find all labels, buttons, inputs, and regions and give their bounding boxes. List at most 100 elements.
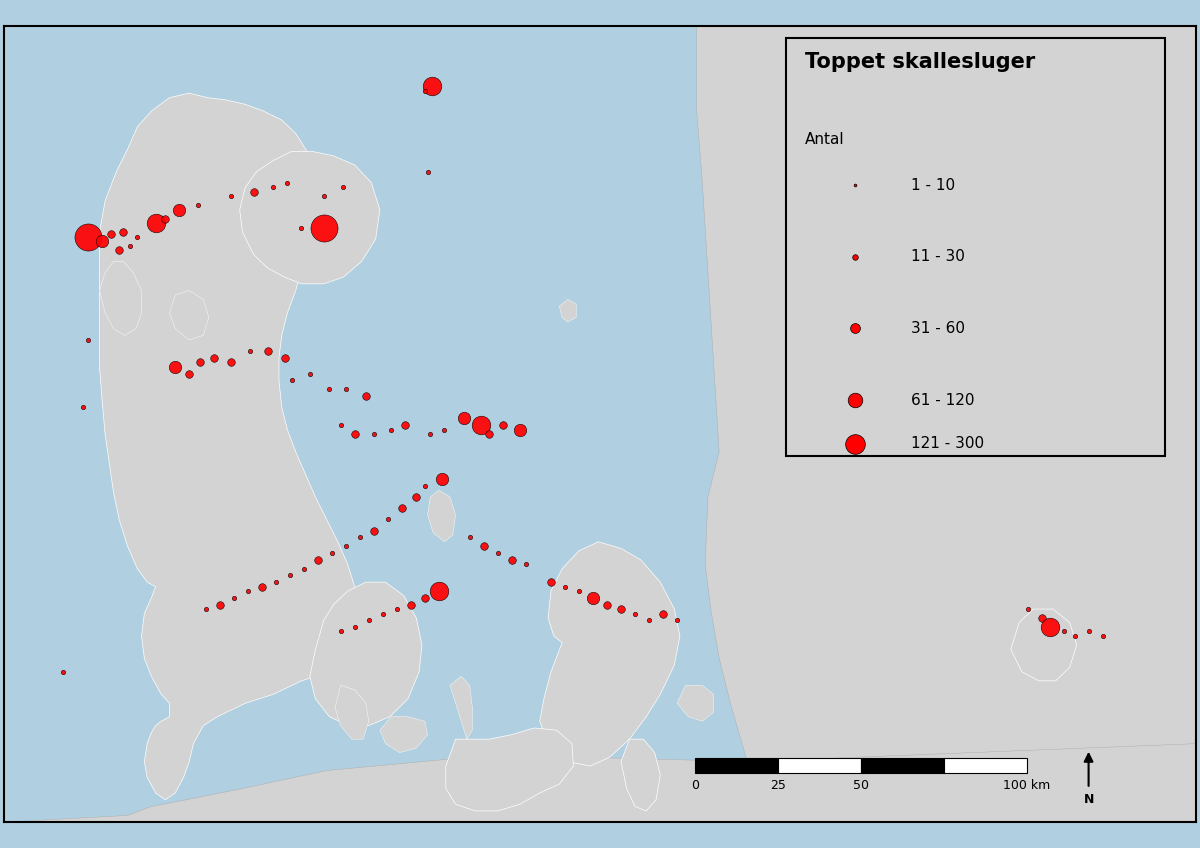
Point — [392, 501, 412, 515]
Bar — [778, 758, 860, 773]
Polygon shape — [622, 739, 660, 811]
Point — [222, 355, 241, 369]
Point — [493, 418, 512, 432]
Point — [418, 165, 437, 178]
Point — [114, 226, 133, 239]
Polygon shape — [310, 582, 422, 726]
Point — [460, 531, 479, 544]
Point — [314, 190, 334, 204]
Point — [320, 382, 340, 396]
Point — [156, 212, 175, 226]
Point — [365, 427, 384, 441]
Polygon shape — [427, 490, 456, 542]
Text: 11 - 30: 11 - 30 — [911, 249, 965, 265]
Point — [640, 613, 659, 627]
Point — [346, 620, 365, 633]
Point — [331, 625, 350, 639]
Point — [1055, 625, 1074, 639]
Point — [264, 181, 283, 194]
Polygon shape — [450, 677, 473, 739]
Polygon shape — [335, 685, 368, 739]
Text: 121 - 300: 121 - 300 — [911, 437, 984, 451]
Text: 0: 0 — [691, 779, 700, 792]
Bar — [943, 758, 1027, 773]
Point — [516, 557, 535, 571]
Point — [224, 591, 244, 605]
Point — [191, 355, 210, 369]
Text: 61 - 120: 61 - 120 — [911, 393, 974, 408]
Point — [415, 84, 434, 98]
Point — [667, 613, 686, 627]
Point — [612, 602, 631, 616]
Point — [350, 531, 370, 544]
Point — [146, 216, 166, 230]
Point — [266, 575, 286, 589]
Point — [244, 185, 263, 198]
Point — [277, 176, 296, 190]
Point — [294, 562, 313, 576]
Point — [1032, 611, 1051, 625]
Point — [331, 418, 350, 432]
Point — [101, 227, 120, 241]
Point — [346, 427, 365, 441]
Point — [127, 230, 146, 243]
Point — [239, 584, 258, 598]
Point — [474, 539, 493, 553]
Point — [598, 598, 617, 611]
Polygon shape — [1010, 609, 1076, 681]
Point — [396, 418, 415, 432]
Point — [1066, 629, 1085, 643]
Point — [170, 203, 190, 216]
Point — [654, 607, 673, 621]
Polygon shape — [240, 152, 380, 284]
Bar — [860, 758, 943, 773]
Point — [73, 400, 92, 414]
Point — [510, 423, 529, 437]
Point — [79, 333, 98, 347]
Point — [109, 243, 128, 257]
Point — [480, 427, 499, 441]
Point — [401, 598, 420, 611]
Point — [308, 553, 328, 566]
Polygon shape — [677, 685, 714, 721]
Point — [337, 382, 356, 396]
Point — [502, 553, 521, 566]
Text: 25: 25 — [770, 779, 786, 792]
Point — [365, 524, 384, 538]
Point — [430, 584, 449, 598]
Point — [356, 389, 376, 403]
Text: 50: 50 — [853, 779, 869, 792]
Polygon shape — [169, 291, 209, 340]
Text: N: N — [1084, 793, 1093, 806]
Point — [166, 360, 185, 374]
Point — [569, 584, 588, 598]
Point — [421, 427, 440, 441]
Point — [292, 221, 311, 235]
Bar — [786, 38, 1165, 456]
Polygon shape — [559, 299, 576, 322]
Point — [323, 546, 342, 560]
Point — [314, 221, 334, 235]
Point — [54, 665, 73, 678]
Point — [625, 607, 644, 621]
Point — [121, 239, 140, 253]
Polygon shape — [100, 93, 361, 800]
Point — [334, 181, 353, 194]
Text: 100 km: 100 km — [1003, 779, 1050, 792]
Point — [359, 613, 378, 627]
Polygon shape — [4, 744, 1196, 823]
Point — [258, 344, 277, 358]
Polygon shape — [100, 261, 142, 336]
Polygon shape — [445, 728, 574, 811]
Point — [180, 366, 199, 380]
Point — [388, 602, 407, 616]
Polygon shape — [540, 542, 680, 766]
Point — [422, 80, 442, 93]
Text: Toppet skallesluger: Toppet skallesluger — [805, 52, 1036, 72]
Point — [337, 539, 356, 553]
Point — [210, 598, 229, 611]
Point — [79, 230, 98, 243]
Point — [556, 580, 575, 594]
Point — [92, 234, 112, 248]
Text: 1 - 10: 1 - 10 — [911, 177, 955, 192]
